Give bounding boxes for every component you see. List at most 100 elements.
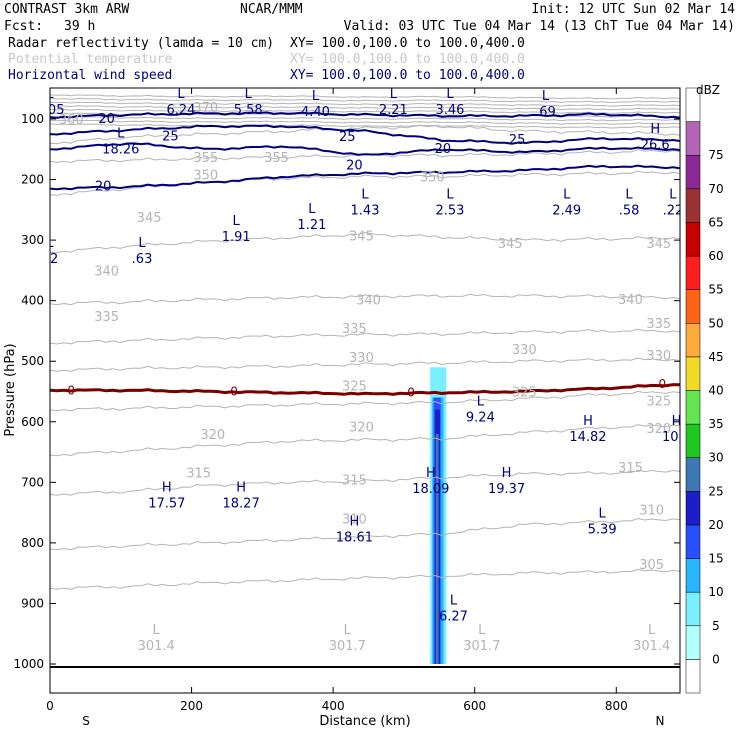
fcst-label: Fcst: xyxy=(4,19,43,34)
theta-contour-line xyxy=(50,357,680,372)
theta-extremum-value: 301.4 xyxy=(138,639,175,654)
colorbar-cell xyxy=(685,121,701,156)
wind-extremum-type: H xyxy=(583,414,593,429)
y-tick-label: 800 xyxy=(21,536,44,550)
y-axis-title: Pressure (hPa) xyxy=(3,343,18,436)
reflectivity-layer xyxy=(430,367,447,664)
theta-contour-line xyxy=(50,170,680,196)
theta-contour-line xyxy=(50,231,680,254)
wind-extremum-value: 2.21 xyxy=(379,103,408,118)
wind-extremum-type: L xyxy=(390,87,398,102)
wind-extremum-value: 1.21 xyxy=(297,218,326,233)
wind-extremum-value: 32 xyxy=(42,252,59,267)
theta-contour-label: 325 xyxy=(342,379,367,394)
theta-contour-line xyxy=(50,424,680,457)
wind-contour-label: 20 xyxy=(435,142,452,157)
colorbar-cell xyxy=(685,491,701,526)
theta-contour-label: 320 xyxy=(200,428,225,443)
theta-contour-label: 340 xyxy=(356,293,381,308)
wind-extremum-value: 6.24 xyxy=(166,103,195,118)
theta-contour-label: 305 xyxy=(639,558,664,573)
colorbar-cell xyxy=(685,423,701,458)
wind-extremum-value: 7.05 xyxy=(36,103,65,118)
theta-contour-label: 345 xyxy=(349,229,374,244)
theta-extremum-value: 301.7 xyxy=(329,639,366,654)
theta-contour-label: 330 xyxy=(646,349,671,364)
y-tick-label: 700 xyxy=(21,475,44,489)
theta-contour-line xyxy=(50,390,680,412)
wind-extremum-value: 18.26 xyxy=(102,142,139,157)
colorbar-cell xyxy=(685,188,701,223)
theta-contour-line xyxy=(50,123,680,129)
theta-contour-label: 355 xyxy=(264,151,289,166)
wind-contour-label: 20 xyxy=(98,112,115,127)
colorbar-tick-label: 0 xyxy=(712,652,720,666)
wind-extremum-type: L xyxy=(46,236,54,251)
wind-extremum-value: 5.58 xyxy=(234,103,263,118)
wind-extremum-type: L xyxy=(450,593,458,608)
colorbar-cell xyxy=(685,390,701,425)
init-label: Init: 12 UTC Sun 02 Mar 14 xyxy=(532,2,736,17)
wind-extremum-value: .63 xyxy=(132,252,153,267)
reflectivity-cell xyxy=(435,433,439,664)
wind-extremum-type: L xyxy=(46,87,54,102)
theta-contour-label: 335 xyxy=(342,322,367,337)
colorbar-tick-label: 25 xyxy=(708,484,723,498)
wind-extremum-value: 4.40 xyxy=(301,105,330,120)
wind-contours xyxy=(50,111,680,191)
wind-extremum-value: 14.82 xyxy=(569,430,606,445)
theta-contour-label: 320 xyxy=(646,422,671,437)
theta-extremum-type: L xyxy=(344,623,352,638)
wind-extremum-value: 1.43 xyxy=(351,204,380,219)
freezing-level-label: 0 xyxy=(658,377,666,391)
wind-contour-label: 20 xyxy=(346,158,363,173)
theta-contour-label: 310 xyxy=(342,513,367,528)
theta-contour-label: 325 xyxy=(646,395,671,410)
theta-contour-label: 345 xyxy=(646,237,671,252)
y-tick-label: 100 xyxy=(21,112,44,126)
theta-contour-label: 350 xyxy=(420,171,445,186)
colorbar-tick-label: 5 xyxy=(712,619,720,633)
theta-contour-label: 340 xyxy=(94,264,119,279)
wind-extremum-value: 18.61 xyxy=(336,531,373,546)
wind-contour-label: 25 xyxy=(339,130,356,145)
freezing-level-line xyxy=(50,383,680,396)
wind-extremum-value: 2.53 xyxy=(435,204,464,219)
x-axis-title: Distance (km) xyxy=(319,714,410,729)
theta-contour-label: 325 xyxy=(512,386,537,401)
theta-contour-line xyxy=(50,568,680,590)
wind-contour-line xyxy=(50,124,680,145)
colorbar-cell xyxy=(685,222,701,257)
colorbar-tick-label: 75 xyxy=(708,148,723,162)
wind-extremum-type: L xyxy=(563,188,571,203)
freezing-level-label: 0 xyxy=(67,383,75,397)
theta-contour-line xyxy=(50,469,680,496)
colorbar-cell xyxy=(685,154,701,190)
colorbar-tick-label: 50 xyxy=(708,316,723,330)
legend-field-xy: XY= 100.0,100.0 to 100.0,400.0 xyxy=(290,68,525,83)
theta-extremum-type: L xyxy=(478,623,486,638)
wind-extremum-value: 26.6 xyxy=(641,138,670,153)
theta-extremum-type: L xyxy=(648,623,656,638)
colorbar: 0 5 10 15 20 25 30 35 40 45 50 55 60 65 70 75 xyxy=(685,87,724,694)
wind-extremum-type: L xyxy=(446,87,454,102)
colorbar-tick-label: 45 xyxy=(708,350,723,364)
legend-field-name: Potential temperature xyxy=(8,52,173,67)
theta-contour-label: 340 xyxy=(618,293,643,308)
colorbar-cell xyxy=(685,356,701,391)
wind-extremum-value: .58 xyxy=(619,204,640,219)
wind-extremum-value: .69 xyxy=(535,105,556,120)
theta-contour-label: 320 xyxy=(349,421,374,436)
legend-field-xy: XY= 100.0,100.0 to 100.0,400.0 xyxy=(290,52,525,67)
wind-extremum-value: 18.09 xyxy=(412,482,449,497)
wind-extremum-type: L xyxy=(625,188,633,203)
theta-contour-line xyxy=(50,293,680,306)
wind-extremum-type: H xyxy=(162,481,172,496)
model-label: CONTRAST 3km ARW xyxy=(4,2,129,17)
colorbar-tick-label: 70 xyxy=(708,182,723,196)
freezing-level-label: 0 xyxy=(407,386,415,400)
colorbar-unit: dBZ xyxy=(696,83,720,97)
y-tick-label: 1000 xyxy=(13,657,44,671)
